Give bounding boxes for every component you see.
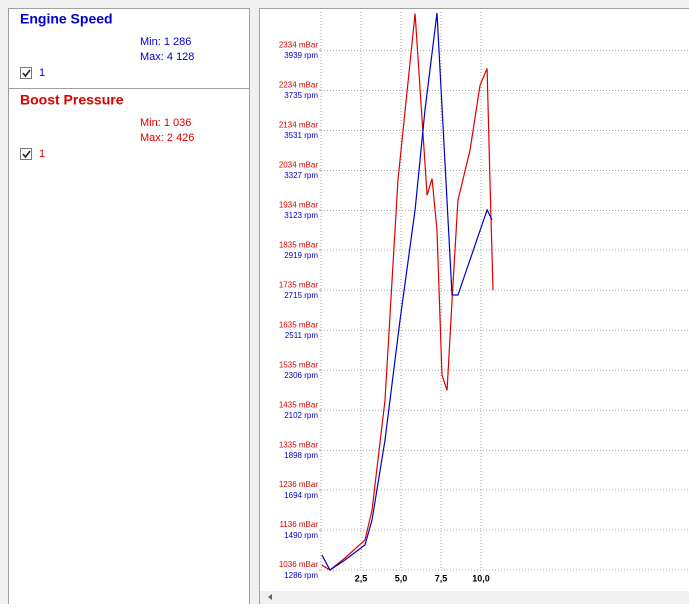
- y-tick-label: 2234 mBar: [279, 81, 318, 90]
- y2-tick-label: 2102 rpm: [284, 411, 318, 420]
- min-text: Min: 1 286: [140, 36, 191, 48]
- x-tick-label: 7,5: [435, 573, 448, 583]
- y2-tick-label: 3939 rpm: [284, 51, 318, 60]
- y-tick-label: 1835 mBar: [279, 240, 318, 249]
- x-tick-label: 2,5: [355, 573, 368, 583]
- checkbox-label: 1: [39, 148, 45, 160]
- y2-tick-label: 1694 rpm: [284, 491, 318, 500]
- y2-tick-label: 3735 rpm: [284, 91, 318, 100]
- y-tick-label: 1934 mBar: [279, 201, 318, 210]
- y2-tick-label: 2715 rpm: [284, 291, 318, 300]
- y-tick-label: 2334 mBar: [279, 41, 318, 50]
- y-tick-label: 1635 mBar: [279, 320, 318, 329]
- checkbox[interactable]: [21, 68, 32, 79]
- y-tick-label: 1735 mBar: [279, 280, 318, 289]
- max-text: Max: 4 128: [140, 51, 194, 63]
- y2-tick-label: 1490 rpm: [284, 531, 318, 540]
- y-tick-label: 1036 mBar: [279, 560, 318, 569]
- y2-tick-label: 3327 rpm: [284, 171, 318, 180]
- y2-tick-label: 1898 rpm: [284, 451, 318, 460]
- y-tick-label: 1236 mBar: [279, 480, 318, 489]
- x-tick-label: 10,0: [472, 573, 490, 583]
- y-tick-label: 1136 mBar: [279, 520, 318, 529]
- y-tick-label: 2034 mBar: [279, 161, 318, 170]
- y2-tick-label: 2919 rpm: [284, 251, 318, 260]
- y-tick-label: 1435 mBar: [279, 400, 318, 409]
- min-text: Min: 1 036: [140, 117, 191, 129]
- series-title: Boost Pressure: [20, 92, 124, 108]
- chart-frame: [260, 9, 689, 605]
- y2-tick-label: 2306 rpm: [284, 371, 318, 380]
- scrollbar[interactable]: [260, 591, 689, 604]
- y-tick-label: 2134 mBar: [279, 121, 318, 130]
- y-tick-label: 1335 mBar: [279, 440, 318, 449]
- max-text: Max: 2 426: [140, 132, 194, 144]
- checkbox[interactable]: [21, 149, 32, 160]
- y2-tick-label: 2511 rpm: [285, 331, 319, 340]
- checkbox-label: 1: [39, 67, 45, 79]
- y2-tick-label: 1286 rpm: [284, 571, 318, 580]
- x-tick-label: 5,0: [395, 573, 408, 583]
- series-title: Engine Speed: [20, 11, 113, 27]
- y2-tick-label: 3531 rpm: [284, 131, 318, 140]
- y2-tick-label: 3123 rpm: [284, 211, 318, 220]
- y-tick-label: 1535 mBar: [279, 360, 318, 369]
